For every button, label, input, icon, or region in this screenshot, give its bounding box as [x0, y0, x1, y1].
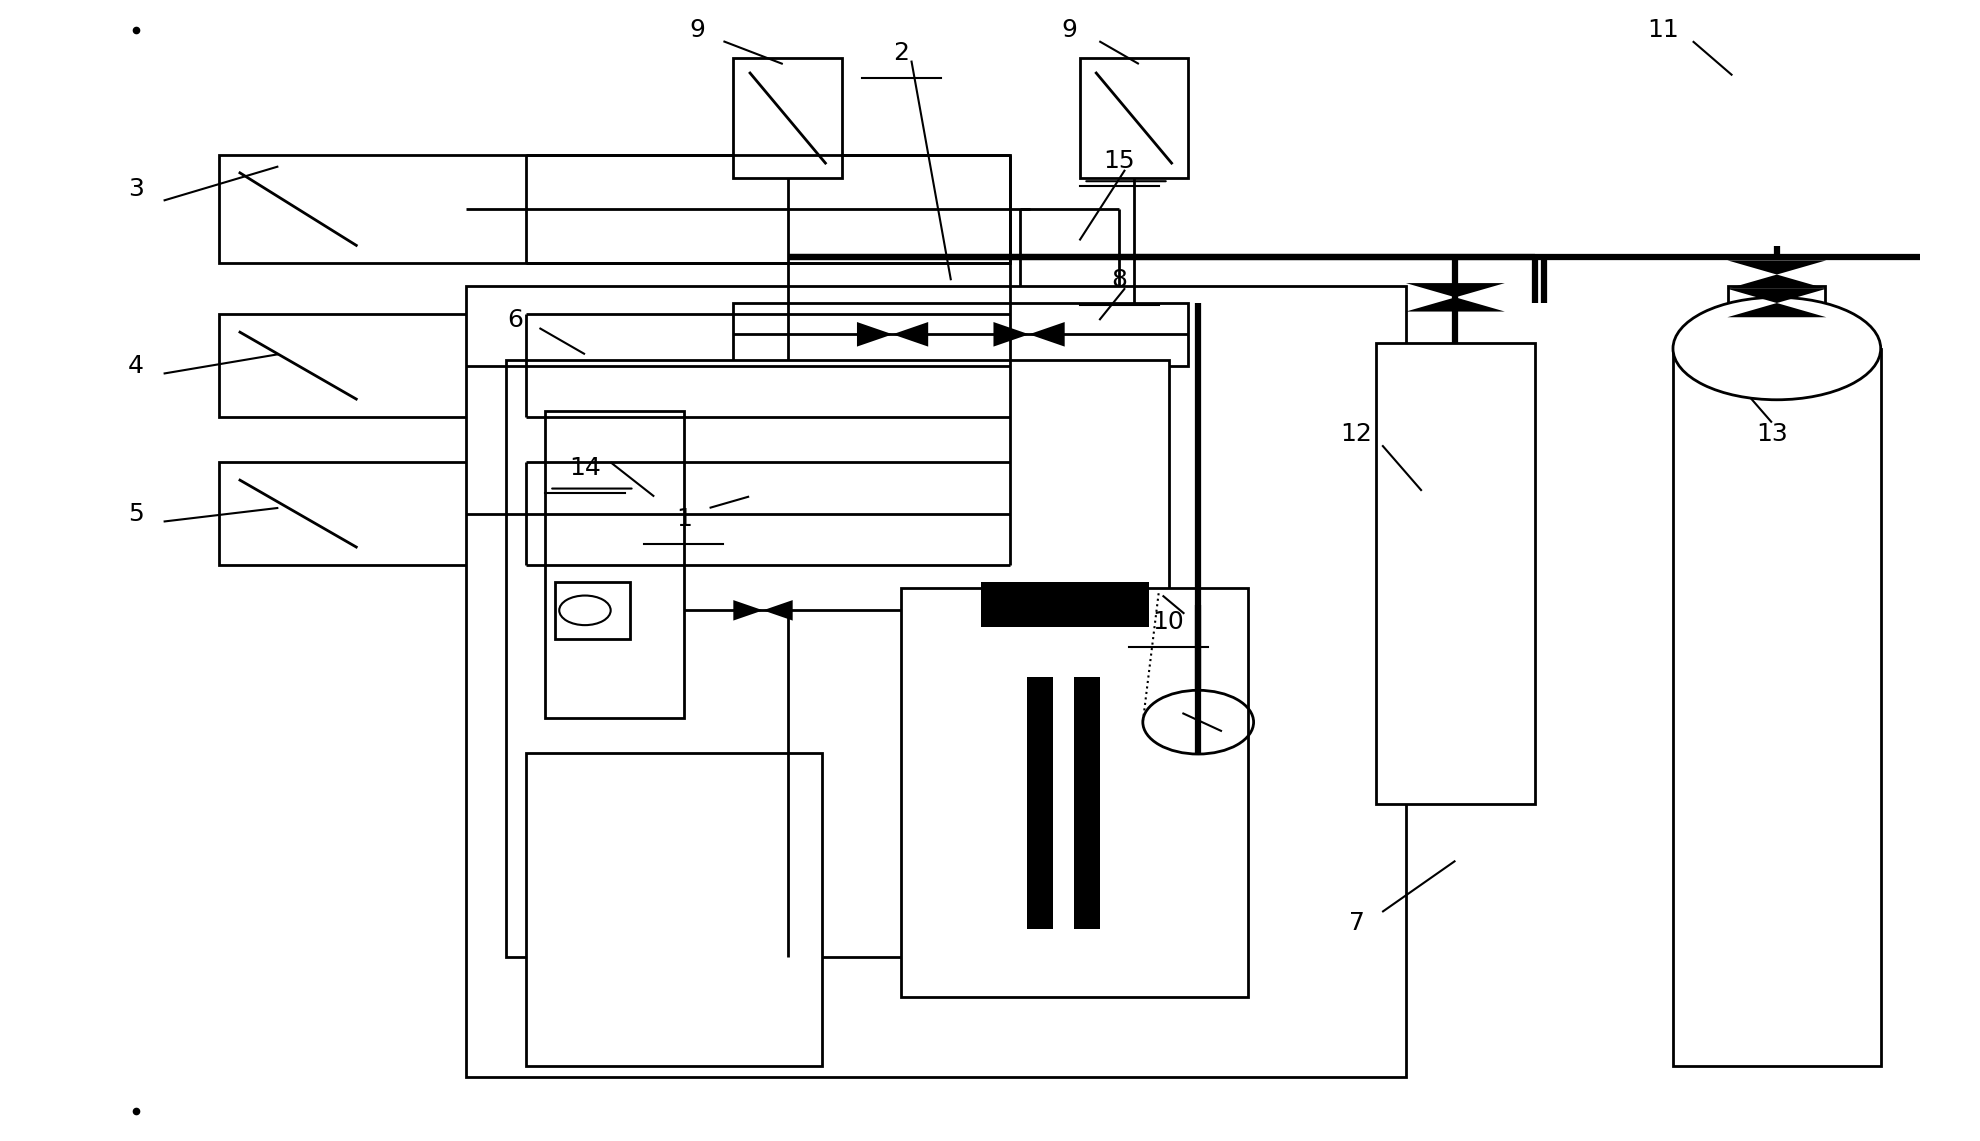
- Text: 15: 15: [1103, 148, 1135, 172]
- Text: 11: 11: [1647, 18, 1679, 42]
- Bar: [970, 605, 1158, 940]
- Text: 12: 12: [1340, 422, 1372, 446]
- Bar: [1073, 678, 1099, 929]
- Bar: [1673, 348, 1879, 1066]
- Polygon shape: [1727, 304, 1826, 317]
- Polygon shape: [992, 322, 1028, 347]
- Bar: [1727, 286, 1824, 348]
- Polygon shape: [762, 600, 792, 621]
- Bar: [220, 315, 1010, 416]
- Polygon shape: [893, 322, 929, 347]
- Bar: [465, 286, 1406, 1077]
- Bar: [525, 753, 822, 1066]
- Text: 2: 2: [893, 41, 909, 65]
- Polygon shape: [857, 322, 893, 347]
- Polygon shape: [1727, 275, 1826, 289]
- Bar: [1079, 58, 1188, 178]
- Bar: [733, 58, 842, 178]
- Polygon shape: [1406, 298, 1505, 311]
- Ellipse shape: [1673, 298, 1879, 399]
- Bar: [220, 462, 1010, 565]
- Bar: [554, 582, 630, 639]
- Text: 8: 8: [1111, 268, 1127, 292]
- Polygon shape: [1727, 260, 1826, 275]
- Polygon shape: [1028, 322, 1063, 347]
- Bar: [901, 588, 1247, 997]
- Text: 3: 3: [129, 177, 145, 201]
- Bar: [505, 359, 1168, 957]
- Text: 1: 1: [675, 508, 691, 532]
- Text: 5: 5: [129, 502, 145, 526]
- Polygon shape: [733, 600, 762, 621]
- Bar: [733, 304, 1188, 365]
- Bar: [980, 582, 1148, 628]
- Text: 10: 10: [1152, 609, 1184, 633]
- Text: 7: 7: [1348, 912, 1364, 936]
- Text: 6: 6: [507, 308, 523, 332]
- Bar: [220, 155, 1010, 264]
- Polygon shape: [1406, 283, 1505, 298]
- Text: 9: 9: [689, 18, 705, 42]
- Text: 13: 13: [1754, 422, 1786, 446]
- Polygon shape: [1727, 289, 1826, 304]
- Bar: [1026, 678, 1051, 929]
- Text: 14: 14: [568, 456, 600, 480]
- Bar: [544, 411, 683, 719]
- Text: 9: 9: [1061, 18, 1077, 42]
- Text: 4: 4: [129, 354, 145, 378]
- Bar: [1376, 342, 1534, 804]
